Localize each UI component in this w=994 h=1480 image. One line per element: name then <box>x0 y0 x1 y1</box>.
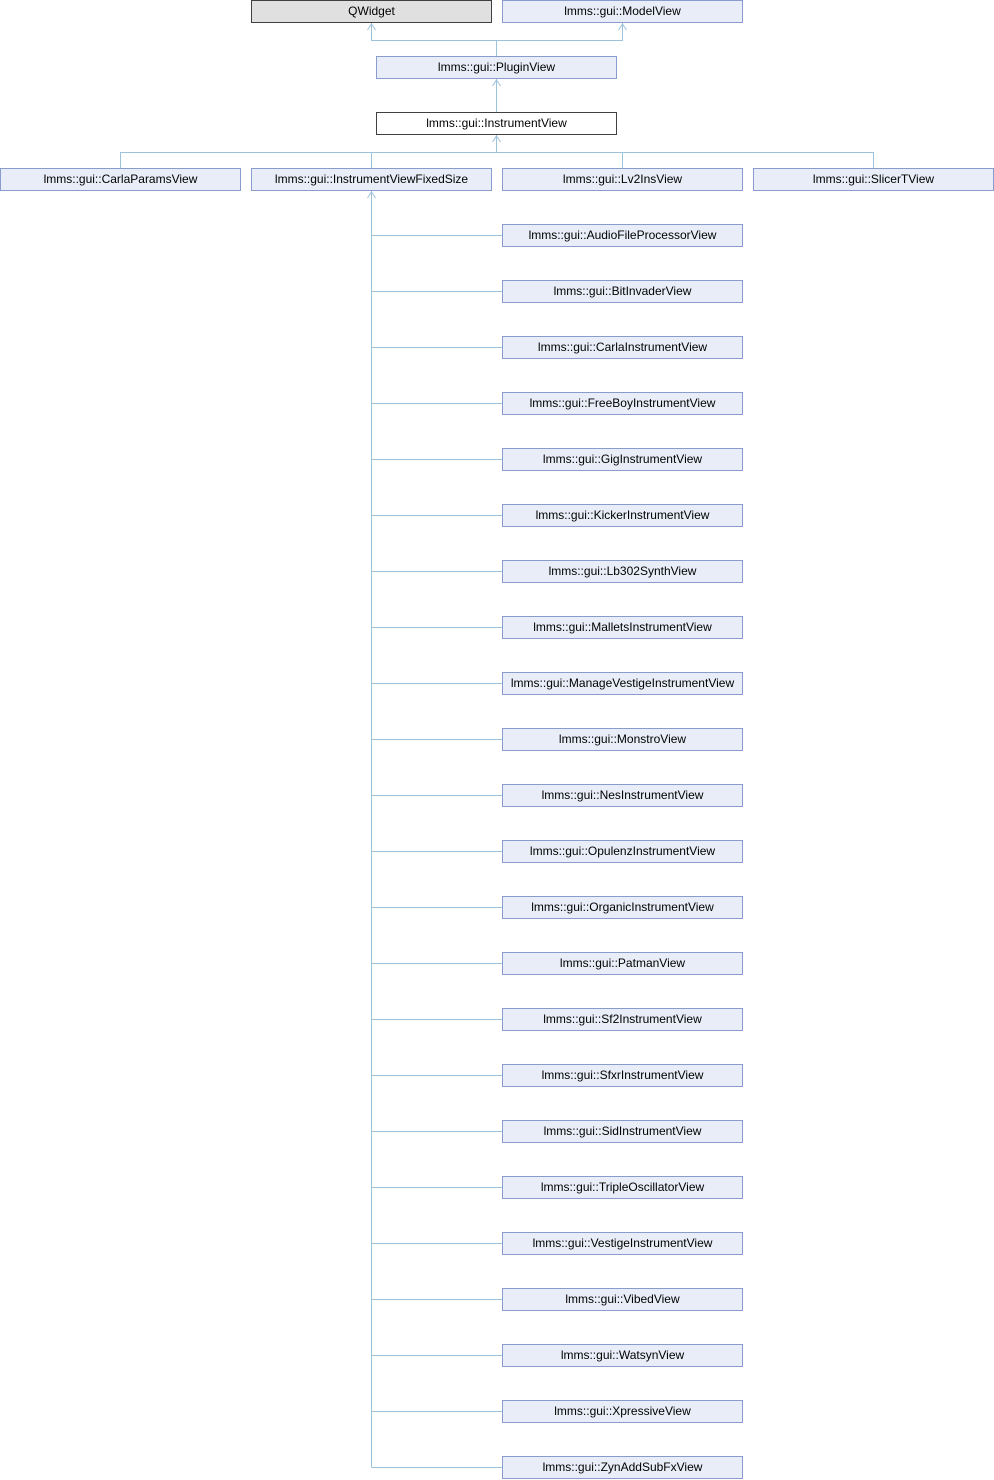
class-box <box>502 0 743 23</box>
class-label: lmms::gui::ZynAddSubFxView <box>543 1460 703 1474</box>
class-label: lmms::gui::CarlaInstrumentView <box>538 340 708 354</box>
class-label: lmms::gui::ManageVestigeInstrumentView <box>511 676 735 690</box>
class-label: lmms::gui::SfxrInstrumentView <box>542 1068 704 1082</box>
class-box <box>502 1400 743 1423</box>
class-box <box>251 168 492 191</box>
class-box <box>502 784 743 807</box>
class-box <box>502 560 743 583</box>
class-box <box>502 1232 743 1255</box>
arrowhead <box>367 23 376 31</box>
arrowhead <box>367 191 376 199</box>
class-label: QWidget <box>348 4 395 18</box>
class-box <box>502 616 743 639</box>
class-label: lmms::gui::Lb302SynthView <box>549 564 697 578</box>
class-label: lmms::gui::PatmanView <box>560 956 685 970</box>
class-box <box>502 336 743 359</box>
class-label: lmms::gui::InstrumentViewFixedSize <box>275 172 469 186</box>
class-box <box>251 0 492 23</box>
class-box <box>502 952 743 975</box>
class-label: lmms::gui::PluginView <box>438 60 555 74</box>
class-label: lmms::gui::WatsynView <box>561 1348 685 1362</box>
class-label: lmms::gui::GigInstrumentView <box>543 452 702 466</box>
class-label: lmms::gui::MalletsInstrumentView <box>533 620 712 634</box>
class-box <box>0 168 241 191</box>
class-label: lmms::gui::Sf2InstrumentView <box>543 1012 702 1026</box>
class-label: lmms::gui::XpressiveView <box>554 1404 691 1418</box>
class-box <box>502 1288 743 1311</box>
class-label: lmms::gui::BitInvaderView <box>554 284 692 298</box>
connector <box>120 152 874 168</box>
class-label: lmms::gui::FreeBoyInstrumentView <box>530 396 716 410</box>
class-box <box>502 504 743 527</box>
class-box <box>502 392 743 415</box>
class-box <box>502 1344 743 1367</box>
class-box <box>502 1456 743 1479</box>
class-label: lmms::gui::SidInstrumentView <box>544 1124 702 1138</box>
class-label: lmms::gui::KickerInstrumentView <box>536 508 710 522</box>
class-box <box>376 112 617 135</box>
class-box <box>502 224 743 247</box>
connector <box>496 23 623 41</box>
class-box <box>502 280 743 303</box>
class-label: lmms::gui::MonstroView <box>559 732 686 746</box>
class-label: lmms::gui::Lv2InsView <box>563 172 682 186</box>
class-box <box>502 1120 743 1143</box>
class-label: lmms::gui::OrganicInstrumentView <box>531 900 714 914</box>
class-label: lmms::gui::InstrumentView <box>426 116 567 130</box>
class-label: lmms::gui::TripleOscillatorView <box>541 1180 705 1194</box>
class-box <box>502 840 743 863</box>
class-label: lmms::gui::SlicerTView <box>813 172 934 186</box>
arrowhead <box>492 79 501 87</box>
class-label: lmms::gui::VestigeInstrumentView <box>533 1236 713 1250</box>
class-box <box>502 1176 743 1199</box>
class-label: lmms::gui::AudioFileProcessorView <box>529 228 717 242</box>
class-box <box>502 1064 743 1087</box>
class-box <box>502 672 743 695</box>
class-label: lmms::gui::CarlaParamsView <box>44 172 198 186</box>
class-label: lmms::gui::ModelView <box>564 4 681 18</box>
class-box <box>376 56 617 79</box>
connector <box>371 23 497 56</box>
arrowhead <box>492 135 501 143</box>
class-box <box>502 728 743 751</box>
class-label: lmms::gui::OpulenzInstrumentView <box>530 844 716 858</box>
class-box <box>502 168 743 191</box>
class-label: lmms::gui::NesInstrumentView <box>542 788 704 802</box>
class-box <box>502 896 743 919</box>
class-box <box>502 448 743 471</box>
class-label: lmms::gui::VibedView <box>565 1292 680 1306</box>
arrowhead <box>618 23 627 31</box>
class-box <box>502 1008 743 1031</box>
